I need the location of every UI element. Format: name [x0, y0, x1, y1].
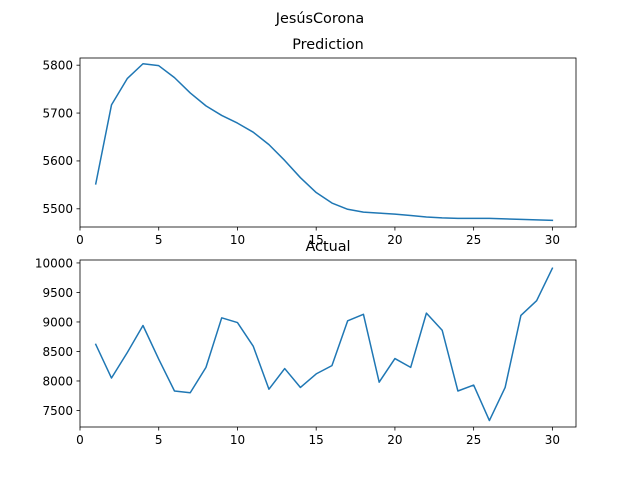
prediction-y-tick-label: 5500 — [42, 202, 73, 216]
actual-axes-frame — [79, 259, 577, 428]
prediction-y-tick-label: 5800 — [42, 58, 73, 72]
actual-title: Actual — [305, 239, 350, 255]
prediction-y-tick-label: 5600 — [42, 154, 73, 168]
actual-y-tick-label: 8500 — [42, 345, 73, 359]
prediction-y-tick-label: 5700 — [42, 106, 73, 120]
actual-series-line-0 — [94, 267, 554, 422]
prediction-x-tick-label: 5 — [155, 233, 163, 247]
actual-y-tick-label: 10000 — [35, 256, 73, 270]
actual-x-tick-label: 30 — [545, 433, 560, 447]
actual-y-tick-label: 9000 — [42, 315, 73, 329]
prediction-subplot: 0 5 10 15 20 25 30 5500 5600 5700 5800 Prediction — [42, 37, 577, 247]
prediction-series-line-0 — [94, 63, 554, 222]
prediction-x-tick-label: 15 — [309, 233, 324, 247]
actual-x-tick-label: 5 — [155, 433, 163, 447]
actual-y-tick-label: 8000 — [42, 374, 73, 388]
actual-subplot: 0 5 10 15 20 25 30 7500 8000 8500 9000 9500 10000 Act… — [35, 239, 577, 447]
prediction-x-tick-label: 0 — [76, 233, 84, 247]
actual-x-tick-label: 15 — [309, 433, 324, 447]
prediction-x-tick-label: 20 — [387, 233, 402, 247]
prediction-title: Prediction — [292, 37, 364, 53]
actual-x-tick-label: 10 — [230, 433, 245, 447]
prediction-x-tick-label: 25 — [466, 233, 481, 247]
actual-x-tick-label: 20 — [387, 433, 402, 447]
actual-x-tick-label: 25 — [466, 433, 481, 447]
actual-y-tick-label: 7500 — [42, 404, 73, 418]
prediction-x-tick-label: 10 — [230, 233, 245, 247]
actual-y-tick-label: 9500 — [42, 286, 73, 300]
actual-x-tick-label: 0 — [76, 433, 84, 447]
prediction-x-tick-label: 30 — [545, 233, 560, 247]
figure-suptitle: JesúsCorona — [275, 11, 364, 27]
prediction-axes-frame — [79, 57, 577, 228]
